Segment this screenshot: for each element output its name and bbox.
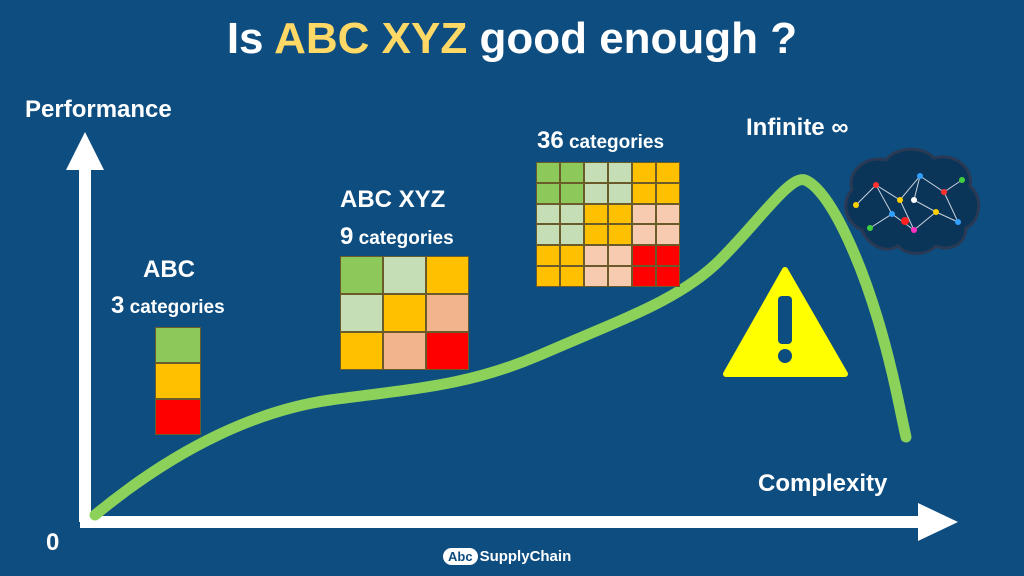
category-cell: [426, 332, 469, 370]
category-cell: [340, 332, 383, 370]
category-cell: [560, 182, 584, 204]
category-cell: [656, 245, 680, 266]
logo-text: SupplyChain: [479, 548, 572, 565]
category-cell: [560, 224, 584, 246]
brain-network-icon: [844, 147, 981, 255]
category-cell: [656, 182, 680, 204]
title-prefix: Is: [226, 14, 275, 63]
category-cell: [560, 162, 584, 183]
stage-36-grid: [536, 162, 680, 287]
category-cell: [536, 162, 560, 183]
warning-triangle-icon: [723, 267, 848, 377]
category-cell: [584, 245, 608, 266]
category-cell: [536, 182, 560, 204]
category-cell: [632, 245, 656, 266]
category-cell: [656, 203, 680, 225]
category-cell: [632, 182, 656, 204]
category-cell: [632, 203, 656, 225]
y-axis-arrow-icon: [66, 132, 104, 170]
y-axis-label: Performance: [25, 96, 172, 123]
category-cell: [340, 294, 383, 332]
category-cell: [632, 162, 656, 183]
abc-stage-title: ABC: [143, 256, 195, 283]
category-cell: [383, 256, 426, 294]
category-cell: [584, 162, 608, 183]
category-cell: [383, 332, 426, 370]
category-cell: [584, 203, 608, 225]
category-cell: [536, 224, 560, 246]
abc-grid: [155, 327, 201, 435]
category-cell: [155, 327, 201, 363]
category-cell: [584, 182, 608, 204]
page-title: Is ABC XYZ good enough ?: [0, 14, 1024, 64]
origin-label: 0: [46, 529, 60, 556]
logo-abc-badge: Abc: [443, 548, 478, 565]
x-axis-label: Complexity: [758, 470, 888, 497]
category-cell: [632, 224, 656, 246]
category-cell: [560, 245, 584, 266]
category-cell: [155, 399, 201, 435]
category-cell: [536, 203, 560, 225]
abc-xyz-grid: [340, 256, 469, 370]
category-cell: [608, 265, 632, 287]
abc-count-suffix: categories: [124, 297, 225, 318]
category-cell: [155, 363, 201, 399]
category-cell: [426, 294, 469, 332]
category-cell: [426, 256, 469, 294]
abc-count-number: 3: [111, 292, 125, 319]
category-cell: [608, 182, 632, 204]
category-cell: [632, 265, 656, 287]
category-cell: [383, 294, 426, 332]
category-cell: [656, 224, 680, 246]
stage-36-count-suffix: categories: [563, 132, 665, 153]
category-cell: [608, 245, 632, 266]
category-cell: [608, 162, 632, 183]
category-cell: [560, 265, 584, 287]
abc-xyz-count-number: 9: [340, 223, 354, 250]
category-cell: [608, 203, 632, 225]
abc-xyz-count-suffix: categories: [353, 228, 454, 249]
abc-stage-count: 3 categories: [111, 292, 225, 320]
category-cell: [584, 265, 608, 287]
performance-curve: [89, 174, 912, 521]
category-cell: [656, 265, 680, 287]
abc-xyz-stage-count: 9 categories: [340, 223, 454, 251]
category-cell: [608, 224, 632, 246]
abc-xyz-stage-title: ABC XYZ: [340, 186, 446, 213]
category-cell: [656, 162, 680, 183]
x-axis-arrow-icon: [918, 503, 958, 541]
category-cell: [536, 245, 560, 266]
abcsupplychain-logo: Abc SupplyChain: [443, 548, 571, 565]
category-cell: [340, 256, 383, 294]
category-cell: [536, 265, 560, 287]
infinite-stage-title: Infinite ∞: [746, 114, 849, 141]
category-cell: [560, 203, 584, 225]
title-suffix: good enough ?: [467, 14, 798, 63]
category-cell: [584, 224, 608, 246]
stage-36-count-number: 36: [537, 127, 564, 154]
stage-36-count: 36 categories: [537, 127, 664, 155]
title-highlight: ABC XYZ: [274, 14, 468, 63]
